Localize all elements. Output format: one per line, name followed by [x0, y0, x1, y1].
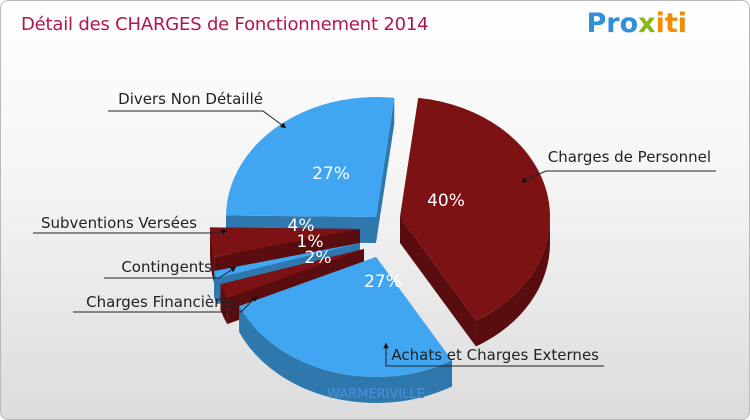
slice-percent-label: 1% [297, 232, 324, 252]
slice-name-label: Contingents [121, 258, 212, 276]
callout-arrow [383, 343, 389, 349]
pie-slice-side [214, 271, 217, 305]
slice-percent-label: 4% [288, 216, 315, 236]
slice-name-label: Charges de Personnel [548, 148, 711, 166]
slice-percent-label: 27% [364, 272, 402, 292]
callout-arrow [251, 296, 257, 302]
slice-name-label: Divers Non Détaillé [118, 90, 263, 108]
slice-percent-label: 27% [312, 164, 350, 184]
pie-slice-wall [400, 217, 476, 347]
pie-slice-charges-financi-res [220, 249, 364, 299]
commune-name: WARMERIVILLE [327, 387, 425, 402]
pie-slice-side [210, 229, 215, 284]
callout-line [104, 266, 237, 279]
pie-slice-charges-de-personnel [400, 97, 551, 321]
pie-slice-contingents [214, 243, 360, 279]
pie-slice-side [239, 306, 452, 404]
callout-line [73, 295, 258, 313]
pie-slice-subventions-vers-es [210, 227, 360, 258]
brand-logo: Proxiti [586, 8, 688, 39]
callout-line [108, 110, 287, 129]
callout-arrow [221, 228, 227, 235]
slice-name-label: Subventions Versées [41, 214, 197, 232]
callout-arrow [280, 122, 286, 128]
pie-slice-side [475, 217, 550, 347]
slice-name-label: Charges Financières [86, 293, 237, 311]
callout-line [385, 343, 604, 367]
pie-slice-side [220, 284, 228, 325]
slice-percent-label: 40% [427, 191, 465, 211]
callout-arrow [230, 267, 236, 273]
pie-slice-wall [220, 249, 364, 311]
chart-title: Détail des CHARGES de Fonctionnement 201… [21, 14, 429, 35]
slice-percent-label: 2% [305, 248, 332, 268]
pie-slice-wall [376, 97, 395, 243]
pie-slice-divers-non-d-taill- [226, 97, 395, 217]
slice-name-label: Achats et Charges Externes [391, 346, 599, 364]
pie-slice-achats-et-charges-externes [239, 257, 452, 378]
callout-arrow [521, 177, 527, 183]
callout-line [520, 170, 716, 183]
